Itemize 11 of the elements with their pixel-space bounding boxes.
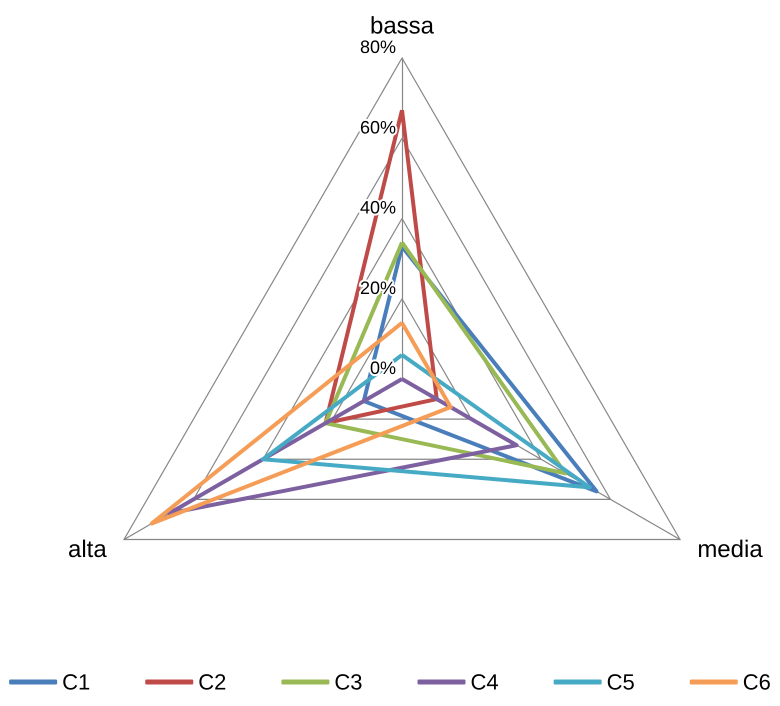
legend-label: C2 [198, 670, 226, 694]
spoke-label: media [697, 536, 764, 563]
y-tick-label: 80% [360, 37, 396, 57]
legend-label: C6 [742, 670, 771, 694]
spoke-label: alta [68, 536, 108, 563]
legend-label: C1 [62, 670, 90, 694]
y-tick-label: 60% [360, 117, 396, 138]
legend-label: C3 [334, 670, 362, 694]
spoke-label: bassa [370, 12, 435, 40]
legend-label: C5 [606, 670, 635, 694]
legend-label: C4 [470, 670, 499, 694]
